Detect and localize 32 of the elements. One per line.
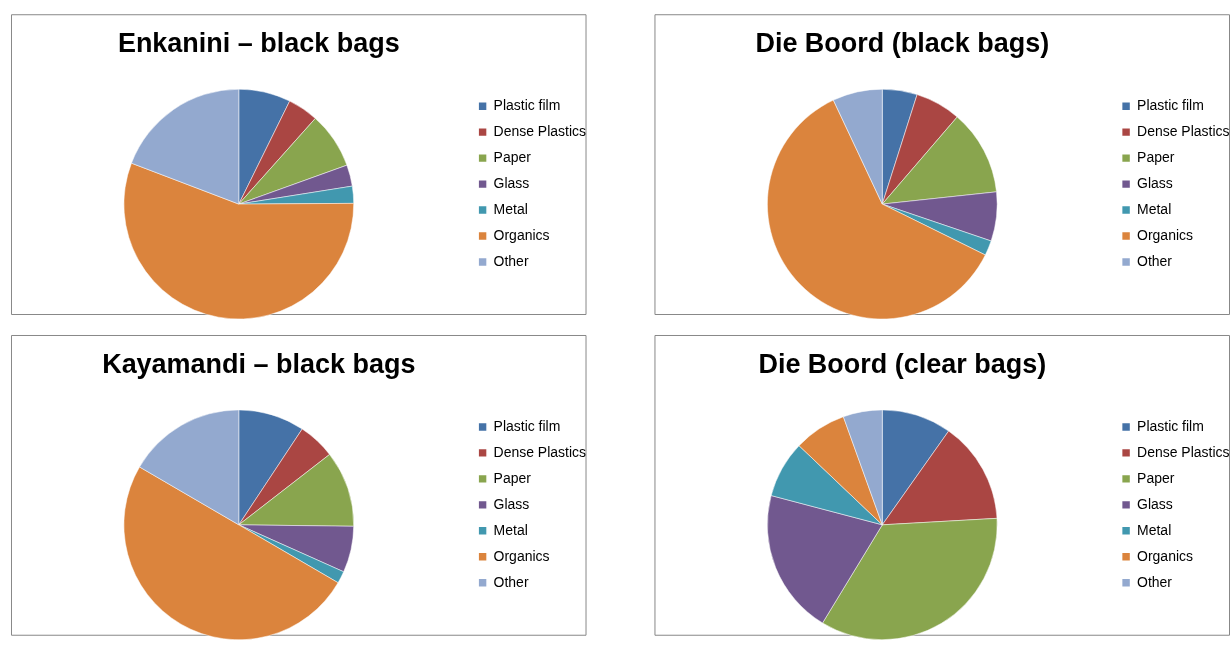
legend-label: Metal	[493, 521, 528, 538]
legend-label: Glass	[493, 175, 530, 192]
chart-title: Enkanini – black bags	[117, 28, 400, 59]
legend-label: Paper	[493, 469, 532, 486]
chart-title: Kayamandi – black bags	[102, 348, 416, 379]
legend-label: Glass	[1137, 175, 1173, 192]
legend-label: Plastic film	[1137, 417, 1204, 434]
legend-label: Dense Plastics	[1137, 443, 1230, 460]
legend-label: Organics	[1137, 547, 1193, 564]
legend-label: Plastic film	[493, 97, 561, 114]
legend-label: Paper	[1137, 149, 1175, 166]
legend-label: Dense Plastics	[493, 123, 586, 140]
legend-label: Organics	[493, 227, 550, 244]
legend-label: Metal	[1137, 201, 1172, 218]
legend-label: Paper	[1137, 469, 1175, 486]
legend-label: Dense Plastics	[1137, 123, 1230, 140]
legend-label: Plastic film	[493, 417, 561, 434]
legend-label: Other	[493, 253, 529, 270]
legend-label: Other	[1137, 253, 1173, 270]
legend-label: Glass	[493, 495, 530, 512]
legend-label: Other	[1137, 573, 1173, 590]
legend-label: Organics	[493, 547, 550, 564]
legend-label: Plastic film	[1137, 97, 1204, 114]
chart-title: Die Boord (clear bags)	[758, 348, 1047, 379]
legend-label: Metal	[493, 201, 528, 218]
legend-label: Organics	[1137, 227, 1193, 244]
legend-label: Glass	[1137, 495, 1173, 512]
legend-label: Paper	[493, 149, 532, 166]
legend-label: Metal	[1137, 521, 1172, 538]
legend-label: Dense Plastics	[493, 443, 586, 460]
chart-title: Die Boord (black bags)	[755, 28, 1050, 59]
legend-label: Other	[493, 573, 529, 590]
